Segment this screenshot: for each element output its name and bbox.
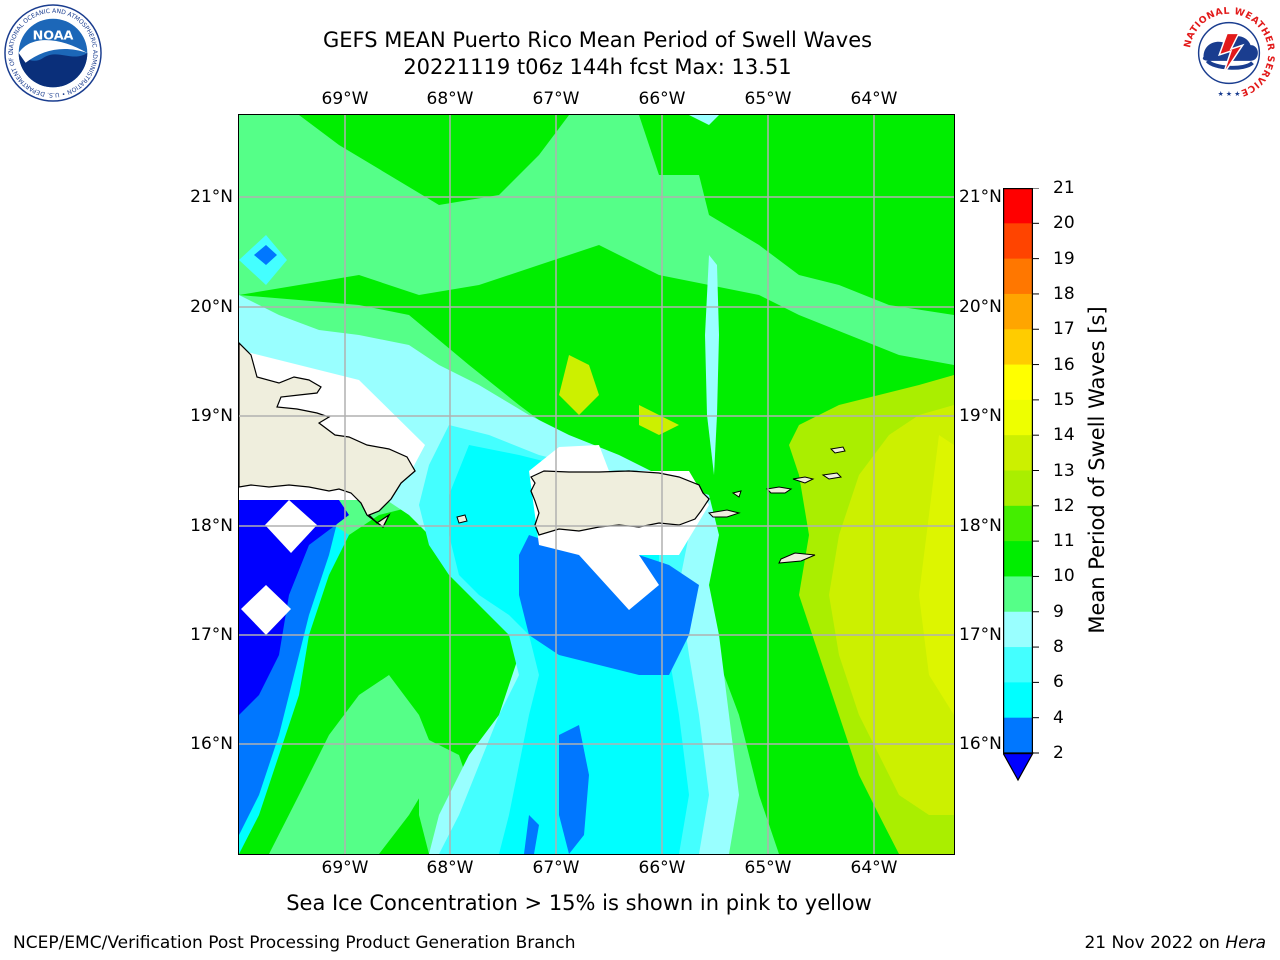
credit-left: NCEP/EMC/Verification Post Processing Pr… [13, 933, 576, 953]
field-blue-patch [254, 245, 277, 265]
land-anegada [829, 446, 846, 454]
colorbar-tick-label: 17 [1053, 319, 1075, 340]
lon-label-top: 64°W [850, 89, 898, 109]
colorbar-segment [1003, 364, 1033, 401]
swell-period-map [239, 115, 954, 854]
chart-subtitle: 20221119 t06z 144h fcst Max: 13.51 [403, 55, 792, 79]
colorbar-segment [1003, 541, 1033, 577]
lon-label-bottom: 64°W [850, 858, 898, 878]
field-lime [639, 405, 679, 435]
nws-logo: NATIONAL WEATHER SERVICE ★ ★ ★ [1180, 4, 1278, 102]
field-light-green [269, 675, 439, 854]
chart-title: GEFS MEAN Puerto Rico Mean Period of Swe… [322, 28, 873, 52]
colorbar-tick-label: 18 [1053, 283, 1075, 304]
field-blue [524, 815, 539, 854]
colorbar-tick-label: 11 [1053, 531, 1075, 552]
field-lime [559, 355, 599, 415]
lon-label-bottom: 65°W [744, 858, 792, 878]
noaa-logo-text: NOAA [33, 28, 74, 43]
colorbar-tick-label: 6 [1053, 672, 1064, 693]
colorbar-segment [1003, 682, 1033, 719]
mask-white [241, 585, 291, 635]
field-blue [519, 535, 699, 675]
colorbar-tick-label: 9 [1053, 601, 1064, 622]
land-culebra [731, 490, 742, 498]
lon-label-bottom: 69°W [321, 858, 369, 878]
colorbar-title: Mean Period of Swell Waves [s] [1085, 306, 1109, 634]
colorbar-tick-label: 20 [1053, 213, 1075, 234]
credit-date: 21 Nov 2022 on [1084, 933, 1220, 953]
colorbar-segment [1003, 258, 1033, 295]
colorbar-segment [1003, 293, 1033, 330]
colorbar-tick-label: 12 [1053, 495, 1075, 516]
lat-label-left: 19°N [190, 406, 233, 426]
lat-label-left: 21°N [190, 187, 233, 207]
graticule [239, 115, 954, 854]
footnote: Sea Ice Concentration > 15% is shown in … [286, 891, 872, 915]
field-lime [829, 405, 954, 815]
colorbar-tick-label: 2 [1053, 743, 1064, 763]
lat-label-right: 21°N [959, 187, 1002, 207]
lat-label-right: 16°N [959, 734, 1002, 754]
lon-label-top: 67°W [532, 89, 580, 109]
colorbar-extend-triangle [1003, 752, 1035, 782]
land-mona [456, 514, 468, 524]
colorbar-segment [1003, 505, 1033, 542]
credit-right: 21 Nov 2022 on Hera [1084, 933, 1266, 953]
svg-text:★ ★ ★: ★ ★ ★ [1218, 90, 1241, 98]
lat-label-left: 18°N [190, 516, 233, 536]
land-virgin-islands [821, 472, 843, 480]
land-virgin-islands [765, 486, 793, 494]
noaa-logo: NATIONAL OCEANIC AND ATMOSPHERIC ADMINIS… [4, 4, 102, 102]
field-blue [559, 725, 589, 854]
field-deep-blue-west [239, 500, 349, 715]
lon-label-top: 65°W [744, 89, 792, 109]
land-virgin-islands [792, 476, 815, 484]
lat-label-right: 18°N [959, 516, 1002, 536]
colorbar-segment [1003, 647, 1033, 683]
lon-label-top: 69°W [321, 89, 369, 109]
field-pale-cyan-top [689, 115, 719, 125]
colorbar-outline [1003, 188, 1033, 755]
colorbar-tick-label: 14 [1053, 425, 1075, 446]
lon-label-top: 66°W [638, 89, 686, 109]
colorbar-segment [1003, 223, 1033, 260]
colorbar-segment [1003, 611, 1033, 648]
lon-label-bottom: 67°W [532, 858, 580, 878]
colorbar-tick-label: 4 [1053, 707, 1064, 728]
lon-label-top: 68°W [426, 89, 474, 109]
lat-label-right: 17°N [959, 625, 1002, 645]
colorbar-segment [1003, 188, 1033, 224]
land-st-croix [778, 552, 816, 564]
field-pale-cyan-streak [705, 255, 719, 475]
colorbar-tick-label: 10 [1053, 566, 1075, 587]
colorbar-segment [1003, 329, 1033, 366]
credit-host: Hera [1225, 933, 1266, 953]
colorbar-tick-label: 15 [1053, 389, 1075, 410]
lat-label-left: 20°N [190, 297, 233, 317]
lat-label-right: 19°N [959, 406, 1002, 426]
colorbar-segment [1003, 717, 1033, 754]
colorbar-segment [1003, 399, 1033, 436]
colorbar-tick-label: 16 [1053, 354, 1075, 375]
lat-label-left: 16°N [190, 734, 233, 754]
lon-label-bottom: 66°W [638, 858, 686, 878]
lat-label-right: 20°N [959, 297, 1002, 317]
colorbar-tick-label: 19 [1053, 248, 1075, 269]
colorbar-tick-label: 8 [1053, 637, 1064, 658]
colorbar-tick-label: 13 [1053, 460, 1075, 481]
colorbar-tick-label: 21 [1053, 178, 1075, 198]
colorbar-segment [1003, 470, 1033, 507]
colorbar [1003, 188, 1039, 782]
field-light-lime [919, 435, 954, 715]
colorbar-segment [1003, 576, 1033, 613]
lat-label-left: 17°N [190, 625, 233, 645]
colorbar-segment [1003, 435, 1033, 471]
lon-label-bottom: 68°W [426, 858, 474, 878]
land-vieques [707, 509, 741, 518]
field-light-green [239, 115, 954, 365]
